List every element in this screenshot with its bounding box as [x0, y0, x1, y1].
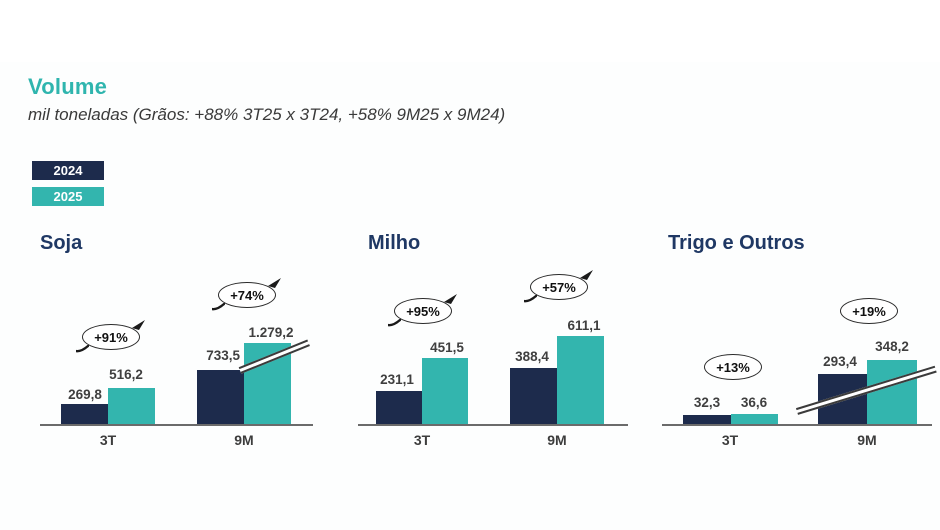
badge-arrowhead-icon	[132, 320, 145, 330]
chart-soja: Soja 269,8 516,2 733,5 1.279,2 +91% +74% 3T 9M	[40, 232, 313, 454]
chart-title-trigo-e-outros: Trigo e Outros	[668, 232, 805, 254]
axis-label-soja-9m: 9M	[234, 432, 254, 448]
bar-milho-3t-2024	[376, 391, 422, 424]
legend-item-2024: 2024	[32, 161, 104, 180]
chart-trigo-e-outros: Trigo e Outros 32,3 36,6 293,4 348,2 +13% +19%…	[662, 232, 937, 454]
page-subtitle: mil toneladas (Grãos: +88% 3T25 x 3T24, …	[28, 105, 506, 124]
growth-badge-trigo-e-outros-9m: +19%	[840, 298, 898, 324]
badge-arrowtail-icon	[388, 319, 401, 327]
page-title: Volume	[28, 74, 108, 99]
value-label-milho-3t-2025: 451,5	[430, 340, 464, 355]
value-label-milho-9m-2024: 388,4	[515, 349, 549, 364]
bar-trigo-e-outros-3t-2024	[683, 415, 731, 424]
value-label-soja-9m-2024: 733,5	[206, 348, 240, 363]
chart-title-milho: Milho	[368, 232, 421, 254]
plot-area-milho: 231,1 451,5 388,4 611,1 +95% +57%	[358, 264, 628, 426]
bar-soja-9m-2024	[197, 370, 244, 424]
bar-trigo-e-outros-3t-2025	[731, 414, 778, 424]
badge-arrowhead-icon	[580, 270, 593, 280]
value-label-trigo-e-outros-9m-2025: 348,2	[875, 339, 909, 354]
growth-badge-label: +95%	[406, 303, 440, 319]
axis-label-soja-3t: 3T	[99, 432, 117, 448]
growth-badge-trigo-e-outros-3t: +13%	[704, 354, 762, 380]
value-label-milho-9m-2025: 611,1	[567, 318, 601, 333]
axis-label-milho-9m: 9M	[547, 432, 567, 448]
bar-soja-3t-2025	[108, 388, 155, 424]
value-label-soja-3t-2024: 269,8	[68, 387, 102, 402]
value-label-trigo-e-outros-3t-2025: 36,6	[740, 395, 768, 410]
bar-milho-9m-2024	[510, 368, 557, 424]
growth-badge-label: +57%	[542, 279, 576, 295]
badge-arrowtail-icon	[524, 295, 537, 303]
chart-milho: Milho 231,1 451,5 388,4 611,1 +95% +57% 3T 9M	[358, 232, 628, 454]
value-label-trigo-e-outros-9m-2024: 293,4	[823, 354, 857, 369]
value-label-soja-9m-2025: 1.279,2	[248, 325, 294, 340]
legend: 2024 2025	[32, 161, 104, 213]
axis-label-trigo-e-outros-9m: 9M	[857, 432, 877, 448]
growth-badge-milho-3t: +95%	[388, 294, 457, 327]
plot-area-soja: 269,8 516,2 733,5 1.279,2 +91% +74%	[40, 264, 313, 426]
badge-arrowtail-icon	[76, 345, 89, 353]
bar-soja-3t-2024	[61, 404, 108, 424]
badge-arrowtail-icon	[212, 303, 225, 311]
growth-badge-soja-3t: +91%	[76, 320, 145, 353]
legend-item-2025: 2025	[32, 187, 104, 206]
axis-label-trigo-e-outros-3t: 3T	[721, 432, 739, 448]
growth-badge-soja-9m: +74%	[212, 278, 281, 311]
growth-badge-label: +19%	[852, 303, 886, 319]
badge-arrowhead-icon	[444, 294, 457, 304]
growth-badge-label: +74%	[230, 287, 264, 303]
legend-label-2024: 2024	[53, 163, 83, 178]
background-band	[0, 62, 940, 530]
growth-badge-milho-9m: +57%	[524, 270, 593, 303]
legend-label-2025: 2025	[53, 189, 83, 204]
value-label-milho-3t-2024: 231,1	[380, 372, 414, 387]
badge-arrowhead-icon	[268, 278, 281, 288]
bar-trigo-e-outros-9m-2025	[867, 360, 917, 424]
plot-area-trigo-e-outros: 32,3 36,6 293,4 348,2 +13% +19%	[662, 264, 937, 426]
growth-badge-label: +91%	[94, 329, 128, 345]
bar-milho-3t-2025	[422, 358, 468, 424]
chart-title-soja: Soja	[40, 232, 83, 254]
axis-label-milho-3t: 3T	[413, 432, 431, 448]
bar-milho-9m-2025	[557, 336, 604, 424]
value-label-trigo-e-outros-3t-2024: 32,3	[693, 395, 721, 410]
growth-badge-label: +13%	[716, 359, 750, 375]
value-label-soja-3t-2025: 516,2	[109, 367, 143, 382]
